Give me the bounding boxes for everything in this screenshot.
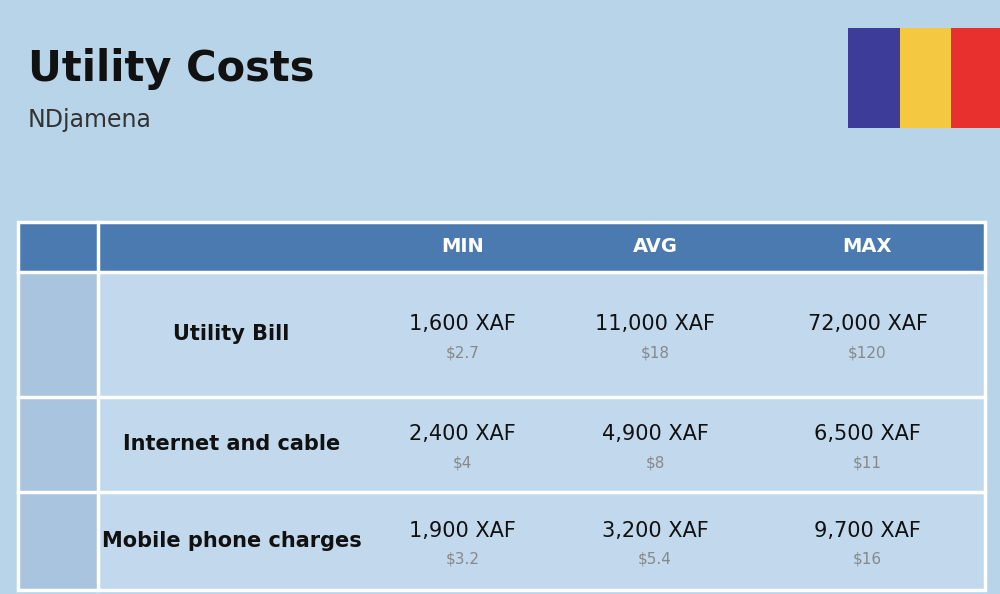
Bar — [98, 492, 985, 590]
Bar — [900, 28, 951, 128]
Bar — [98, 272, 985, 397]
Text: MAX: MAX — [843, 238, 892, 257]
Bar — [18, 397, 98, 492]
Text: $8: $8 — [645, 455, 665, 470]
Bar — [18, 492, 98, 590]
Bar — [18, 222, 98, 272]
Bar — [98, 397, 985, 492]
Text: $18: $18 — [640, 345, 670, 360]
Text: 9,700 XAF: 9,700 XAF — [814, 521, 921, 541]
Text: Utility Bill: Utility Bill — [173, 324, 290, 345]
Bar — [18, 222, 985, 272]
Text: 72,000 XAF: 72,000 XAF — [808, 314, 928, 334]
Text: AVG: AVG — [633, 238, 678, 257]
Text: $11: $11 — [853, 455, 882, 470]
Text: 2,400 XAF: 2,400 XAF — [409, 425, 516, 444]
Bar — [18, 272, 98, 397]
Text: Mobile phone charges: Mobile phone charges — [102, 531, 361, 551]
Text: 1,900 XAF: 1,900 XAF — [409, 521, 516, 541]
Bar — [18, 222, 985, 590]
Text: 1,600 XAF: 1,600 XAF — [409, 314, 516, 334]
Text: $120: $120 — [848, 345, 887, 360]
Text: 11,000 XAF: 11,000 XAF — [595, 314, 715, 334]
Text: 3,200 XAF: 3,200 XAF — [602, 521, 708, 541]
Text: $5.4: $5.4 — [638, 551, 672, 567]
Text: $16: $16 — [853, 551, 882, 567]
Text: 6,500 XAF: 6,500 XAF — [814, 425, 921, 444]
Text: Utility Costs: Utility Costs — [28, 48, 314, 90]
Bar — [848, 28, 900, 128]
Bar — [18, 222, 985, 590]
Text: NDjamena: NDjamena — [28, 108, 152, 132]
Text: $4: $4 — [453, 455, 472, 470]
Text: $2.7: $2.7 — [446, 345, 479, 360]
Text: Internet and cable: Internet and cable — [123, 434, 340, 454]
Bar — [951, 28, 1000, 128]
Text: 4,900 XAF: 4,900 XAF — [602, 425, 708, 444]
Text: MIN: MIN — [441, 238, 484, 257]
Text: $3.2: $3.2 — [446, 551, 480, 567]
